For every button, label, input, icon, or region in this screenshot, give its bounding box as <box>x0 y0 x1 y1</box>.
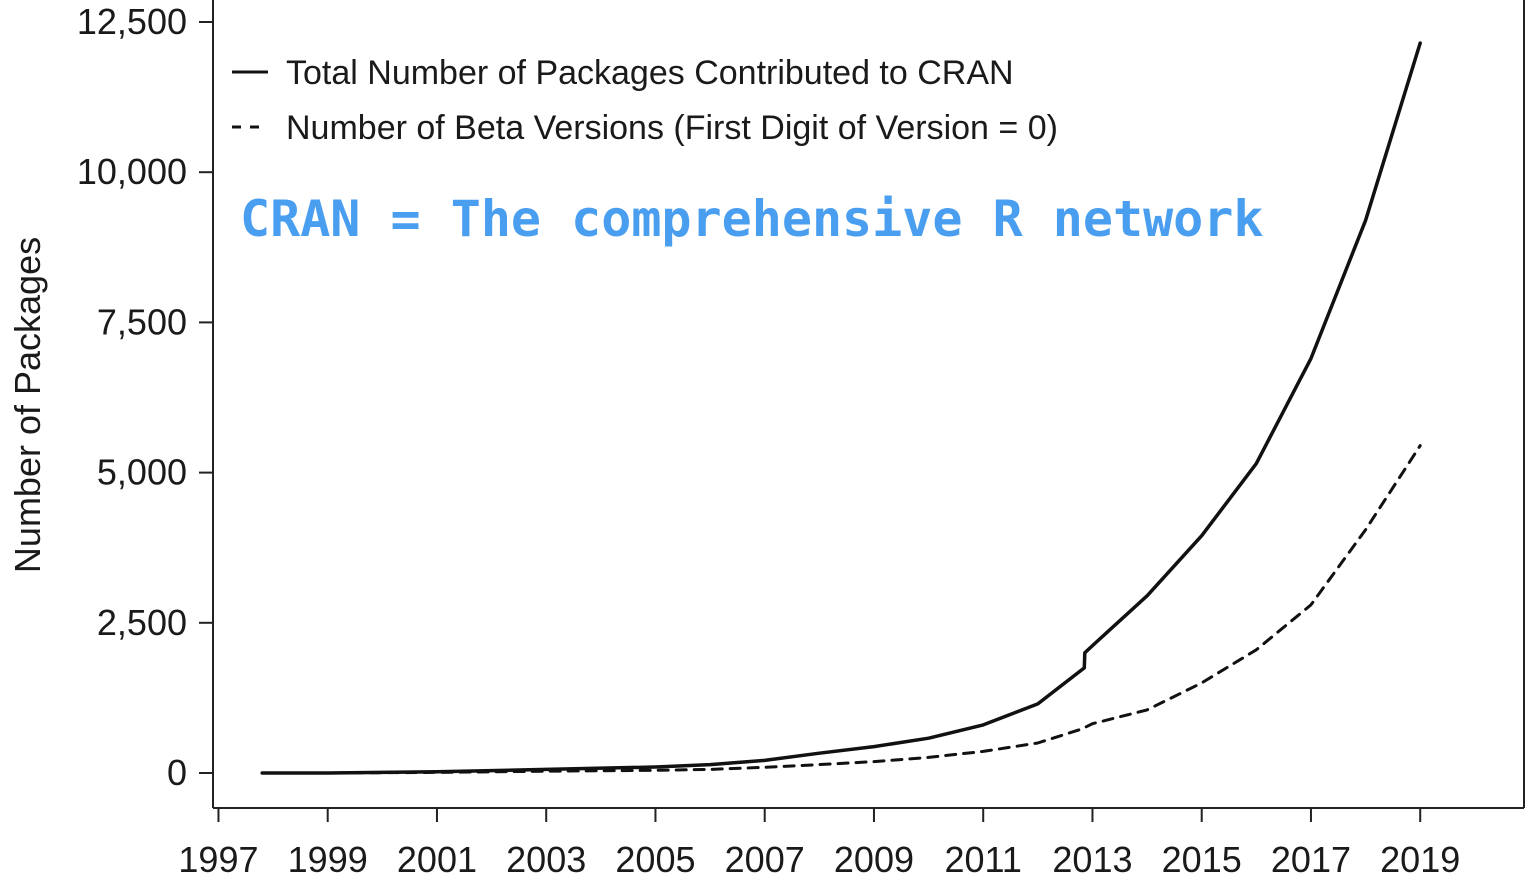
legend: Total Number of Packages Contributed to … <box>232 54 1058 147</box>
y-tick-label: 12,500 <box>77 1 187 42</box>
x-tick-label: 1999 <box>288 839 368 880</box>
series-line-beta-versions <box>260 444 1422 775</box>
legend-label: Total Number of Packages Contributed to … <box>286 54 1014 92</box>
x-tick-label: 2001 <box>397 839 477 880</box>
x-tick-label: 2015 <box>1162 839 1242 880</box>
x-tick-label: 2019 <box>1380 839 1460 880</box>
x-tick-label: 2009 <box>834 839 914 880</box>
axes: 0 2,500 5,000 7,500 10,000 12,500 1997 1999 2001… <box>77 0 1525 880</box>
x-tick-label: 2007 <box>725 839 805 880</box>
x-tick-label: 2003 <box>506 839 586 880</box>
y-tick-label: 0 <box>167 752 187 793</box>
annotation-text: CRAN = The comprehensive R network <box>240 190 1264 248</box>
x-tick-label: 1997 <box>178 839 258 880</box>
y-tick-label: 2,500 <box>97 602 187 643</box>
series-layer <box>260 41 1422 775</box>
y-axis-title: Number of Packages <box>7 237 48 573</box>
x-tick-label: 2005 <box>615 839 695 880</box>
x-tick-label: 2011 <box>945 839 1022 880</box>
x-tick-label: 2013 <box>1052 839 1132 880</box>
legend-label: Number of Beta Versions (First Digit of … <box>286 109 1058 147</box>
y-tick-label: 5,000 <box>97 452 187 493</box>
x-tick-label: 2017 <box>1271 839 1351 880</box>
series-line-total-packages <box>260 41 1422 775</box>
y-tick-label: 10,000 <box>77 151 187 192</box>
y-tick-label: 7,500 <box>97 301 187 342</box>
